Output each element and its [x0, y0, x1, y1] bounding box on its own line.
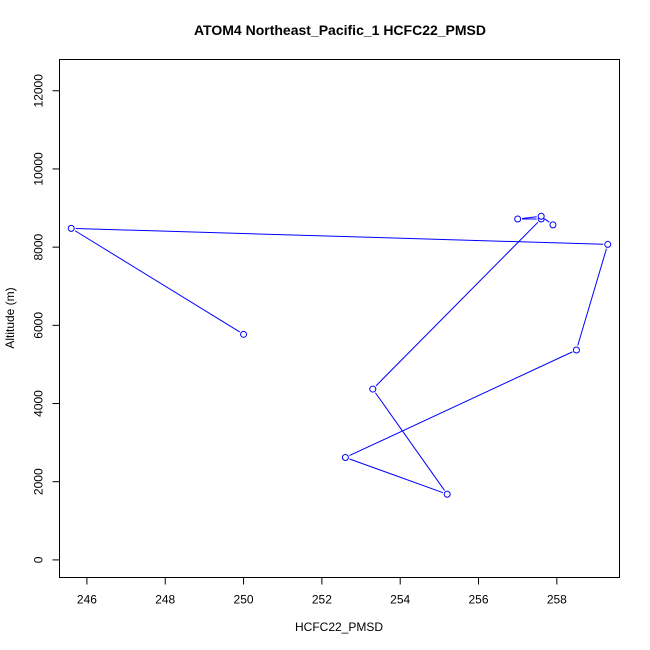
y-tick-label: 8000 — [32, 233, 46, 260]
y-tick-label: 10000 — [32, 152, 46, 186]
x-tick-label: 252 — [312, 593, 332, 607]
x-tick-label: 256 — [469, 593, 489, 607]
series-segment — [375, 221, 539, 387]
series-layer — [67, 212, 612, 498]
data-point — [572, 346, 580, 354]
series-segment — [577, 248, 607, 346]
x-axis-label: HCFC22_PMSD — [295, 620, 383, 634]
series-segment — [349, 351, 573, 457]
data-point — [240, 330, 248, 338]
series-segment — [75, 228, 604, 245]
x-tick-label: 254 — [390, 593, 410, 607]
x-tick-label: 250 — [234, 593, 254, 607]
series-segment — [544, 218, 550, 223]
data-point — [443, 490, 451, 498]
y-tick-label: 12000 — [32, 74, 46, 108]
y-tick-label: 6000 — [32, 312, 46, 339]
y-axis: 0 2000 4000 6000 8000 10000 12000 — [32, 74, 60, 563]
chart-title: ATOM4 Northeast_Pacific_1 HCFC22_PMSD — [194, 22, 486, 38]
y-tick-label: 0 — [32, 556, 46, 563]
x-axis: 246 248 250 252 254 256 258 — [77, 577, 567, 607]
data-point — [537, 212, 545, 220]
data-point — [67, 224, 75, 232]
series-segment — [349, 458, 444, 494]
x-tick-label: 248 — [155, 593, 175, 607]
plot-area-frame — [59, 59, 620, 578]
series-segment — [522, 216, 537, 219]
data-point — [549, 221, 557, 229]
x-tick-label: 246 — [77, 593, 97, 607]
y-axis-label: Altitude (m) — [3, 287, 17, 348]
y-tick-label: 4000 — [32, 390, 46, 417]
series-segment — [374, 392, 446, 491]
data-point — [341, 453, 349, 461]
data-point — [369, 385, 377, 393]
y-tick-label: 2000 — [32, 468, 46, 495]
series-segment — [74, 230, 240, 333]
x-tick-label: 258 — [547, 593, 567, 607]
data-point — [514, 215, 522, 223]
data-point — [604, 240, 612, 248]
